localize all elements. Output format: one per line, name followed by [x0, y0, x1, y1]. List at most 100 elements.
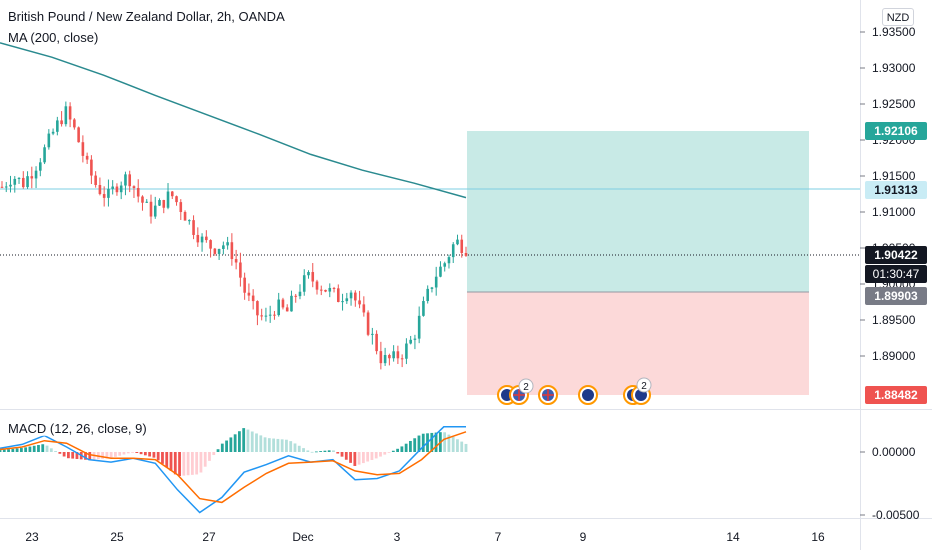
candle-body	[51, 131, 55, 134]
time-tick-label: 16	[811, 530, 825, 544]
macd-histogram-bar	[374, 452, 378, 459]
candle-body	[354, 292, 357, 301]
macd-histogram-bar	[32, 445, 36, 452]
macd-histogram-bar	[225, 440, 228, 452]
candle-body	[311, 272, 315, 282]
macd-histogram-bar	[182, 452, 186, 476]
candle-body	[222, 245, 225, 249]
macd-histogram-bar	[413, 438, 417, 452]
macd-histogram-bar	[379, 452, 382, 457]
event-flag-icon[interactable]	[578, 385, 598, 405]
macd-histogram-bar	[246, 429, 250, 452]
macd-histogram-bar	[216, 449, 220, 452]
macd-histogram-bar	[464, 443, 468, 452]
macd-legend[interactable]: MACD (12, 26, close, 9)	[8, 421, 147, 436]
candle-body	[307, 272, 310, 276]
macd-histogram-bar	[250, 431, 254, 452]
candle-body	[422, 301, 425, 316]
macd-histogram-bar	[7, 449, 10, 452]
macd-histogram-bar	[391, 450, 395, 452]
candle-body	[294, 295, 298, 297]
candle-body	[319, 289, 323, 291]
candle-body	[324, 289, 327, 292]
economic-events[interactable]: 2 2	[497, 377, 652, 405]
macd-histogram-bar	[280, 439, 284, 452]
macd-histogram-bar	[302, 448, 305, 452]
macd-histogram-bar	[173, 452, 177, 475]
candle-body	[43, 147, 46, 163]
currency-button[interactable]: NZD	[882, 8, 914, 26]
candle-body	[413, 338, 417, 340]
candle-body	[226, 242, 229, 246]
macd-histogram-bar	[49, 448, 53, 452]
ma-legend[interactable]: MA (200, close)	[8, 30, 98, 45]
macd-histogram-bar	[421, 433, 425, 452]
candle-body	[281, 299, 285, 308]
candle-body	[205, 236, 208, 241]
candle-body	[56, 120, 59, 132]
candle-body	[30, 176, 34, 179]
macd-histogram-bar	[242, 428, 246, 452]
time-tick-label: 14	[726, 530, 740, 544]
candle-body	[456, 239, 459, 245]
candle-body	[268, 314, 272, 316]
macd-histogram-bar	[126, 452, 130, 454]
macd-histogram-bar	[255, 433, 258, 452]
macd-histogram-bar	[118, 452, 122, 456]
macd-line	[0, 426, 466, 514]
candle-body	[247, 292, 251, 296]
macd-histogram-bar	[114, 452, 117, 457]
macd-histogram-bar	[169, 452, 173, 471]
candle-body	[179, 202, 183, 213]
candle-body	[358, 300, 361, 305]
candle-body	[379, 351, 383, 364]
candle-body	[383, 355, 387, 364]
candle-body	[68, 106, 72, 120]
time-tick-label: 25	[110, 530, 124, 544]
macd-histogram-bar	[28, 446, 32, 452]
candle-body	[443, 263, 447, 267]
macd-histogram-bar	[259, 435, 263, 452]
candle-body	[13, 178, 17, 185]
macd-histogram-bar	[417, 435, 421, 452]
stop-loss-zone[interactable]	[467, 292, 809, 395]
candle-body	[111, 186, 114, 189]
price-tick-label: 1.89500	[872, 313, 916, 327]
candle-body	[73, 119, 76, 128]
macd-histogram-bar	[451, 436, 455, 452]
candle-body	[362, 304, 366, 313]
macd-histogram-bar	[58, 452, 62, 454]
candle-body	[9, 184, 12, 187]
candle-body	[188, 220, 191, 222]
candle-body	[162, 200, 166, 208]
symbol-legend[interactable]: British Pound / New Zealand Dollar, 2h, …	[8, 9, 285, 24]
candle-body	[417, 315, 421, 339]
macd-histogram-bar	[88, 452, 92, 460]
candle-body	[349, 292, 353, 299]
macd-histogram-bar	[353, 452, 357, 466]
macd-histogram-bar	[0, 449, 2, 452]
macd-histogram-bar	[2, 449, 6, 452]
event-flag-icon[interactable]	[538, 385, 558, 405]
macd-histogram-bar	[404, 443, 408, 452]
time-tick-label: 7	[495, 530, 502, 544]
macd-histogram-bar	[199, 452, 203, 473]
macd-histogram-bar	[349, 452, 352, 463]
macd-histogram-bar	[220, 443, 224, 452]
candle-body	[34, 170, 38, 179]
macd-histogram-bar	[67, 452, 70, 459]
macd-histogram-bar	[238, 431, 241, 452]
macd-histogram-bar	[443, 432, 447, 452]
macd-histogram-bar	[37, 445, 40, 452]
price-tick-label: 1.91500	[872, 169, 916, 183]
price-tick-label: 1.93000	[872, 61, 916, 75]
macd-histogram-bar	[357, 452, 361, 465]
candle-body	[119, 185, 123, 193]
macd-histogram-bar	[366, 452, 370, 462]
profit-target-zone[interactable]	[467, 131, 809, 292]
macd-histogram-bar	[370, 452, 374, 460]
macd-signal-line	[0, 431, 467, 504]
candle-body	[141, 196, 144, 203]
